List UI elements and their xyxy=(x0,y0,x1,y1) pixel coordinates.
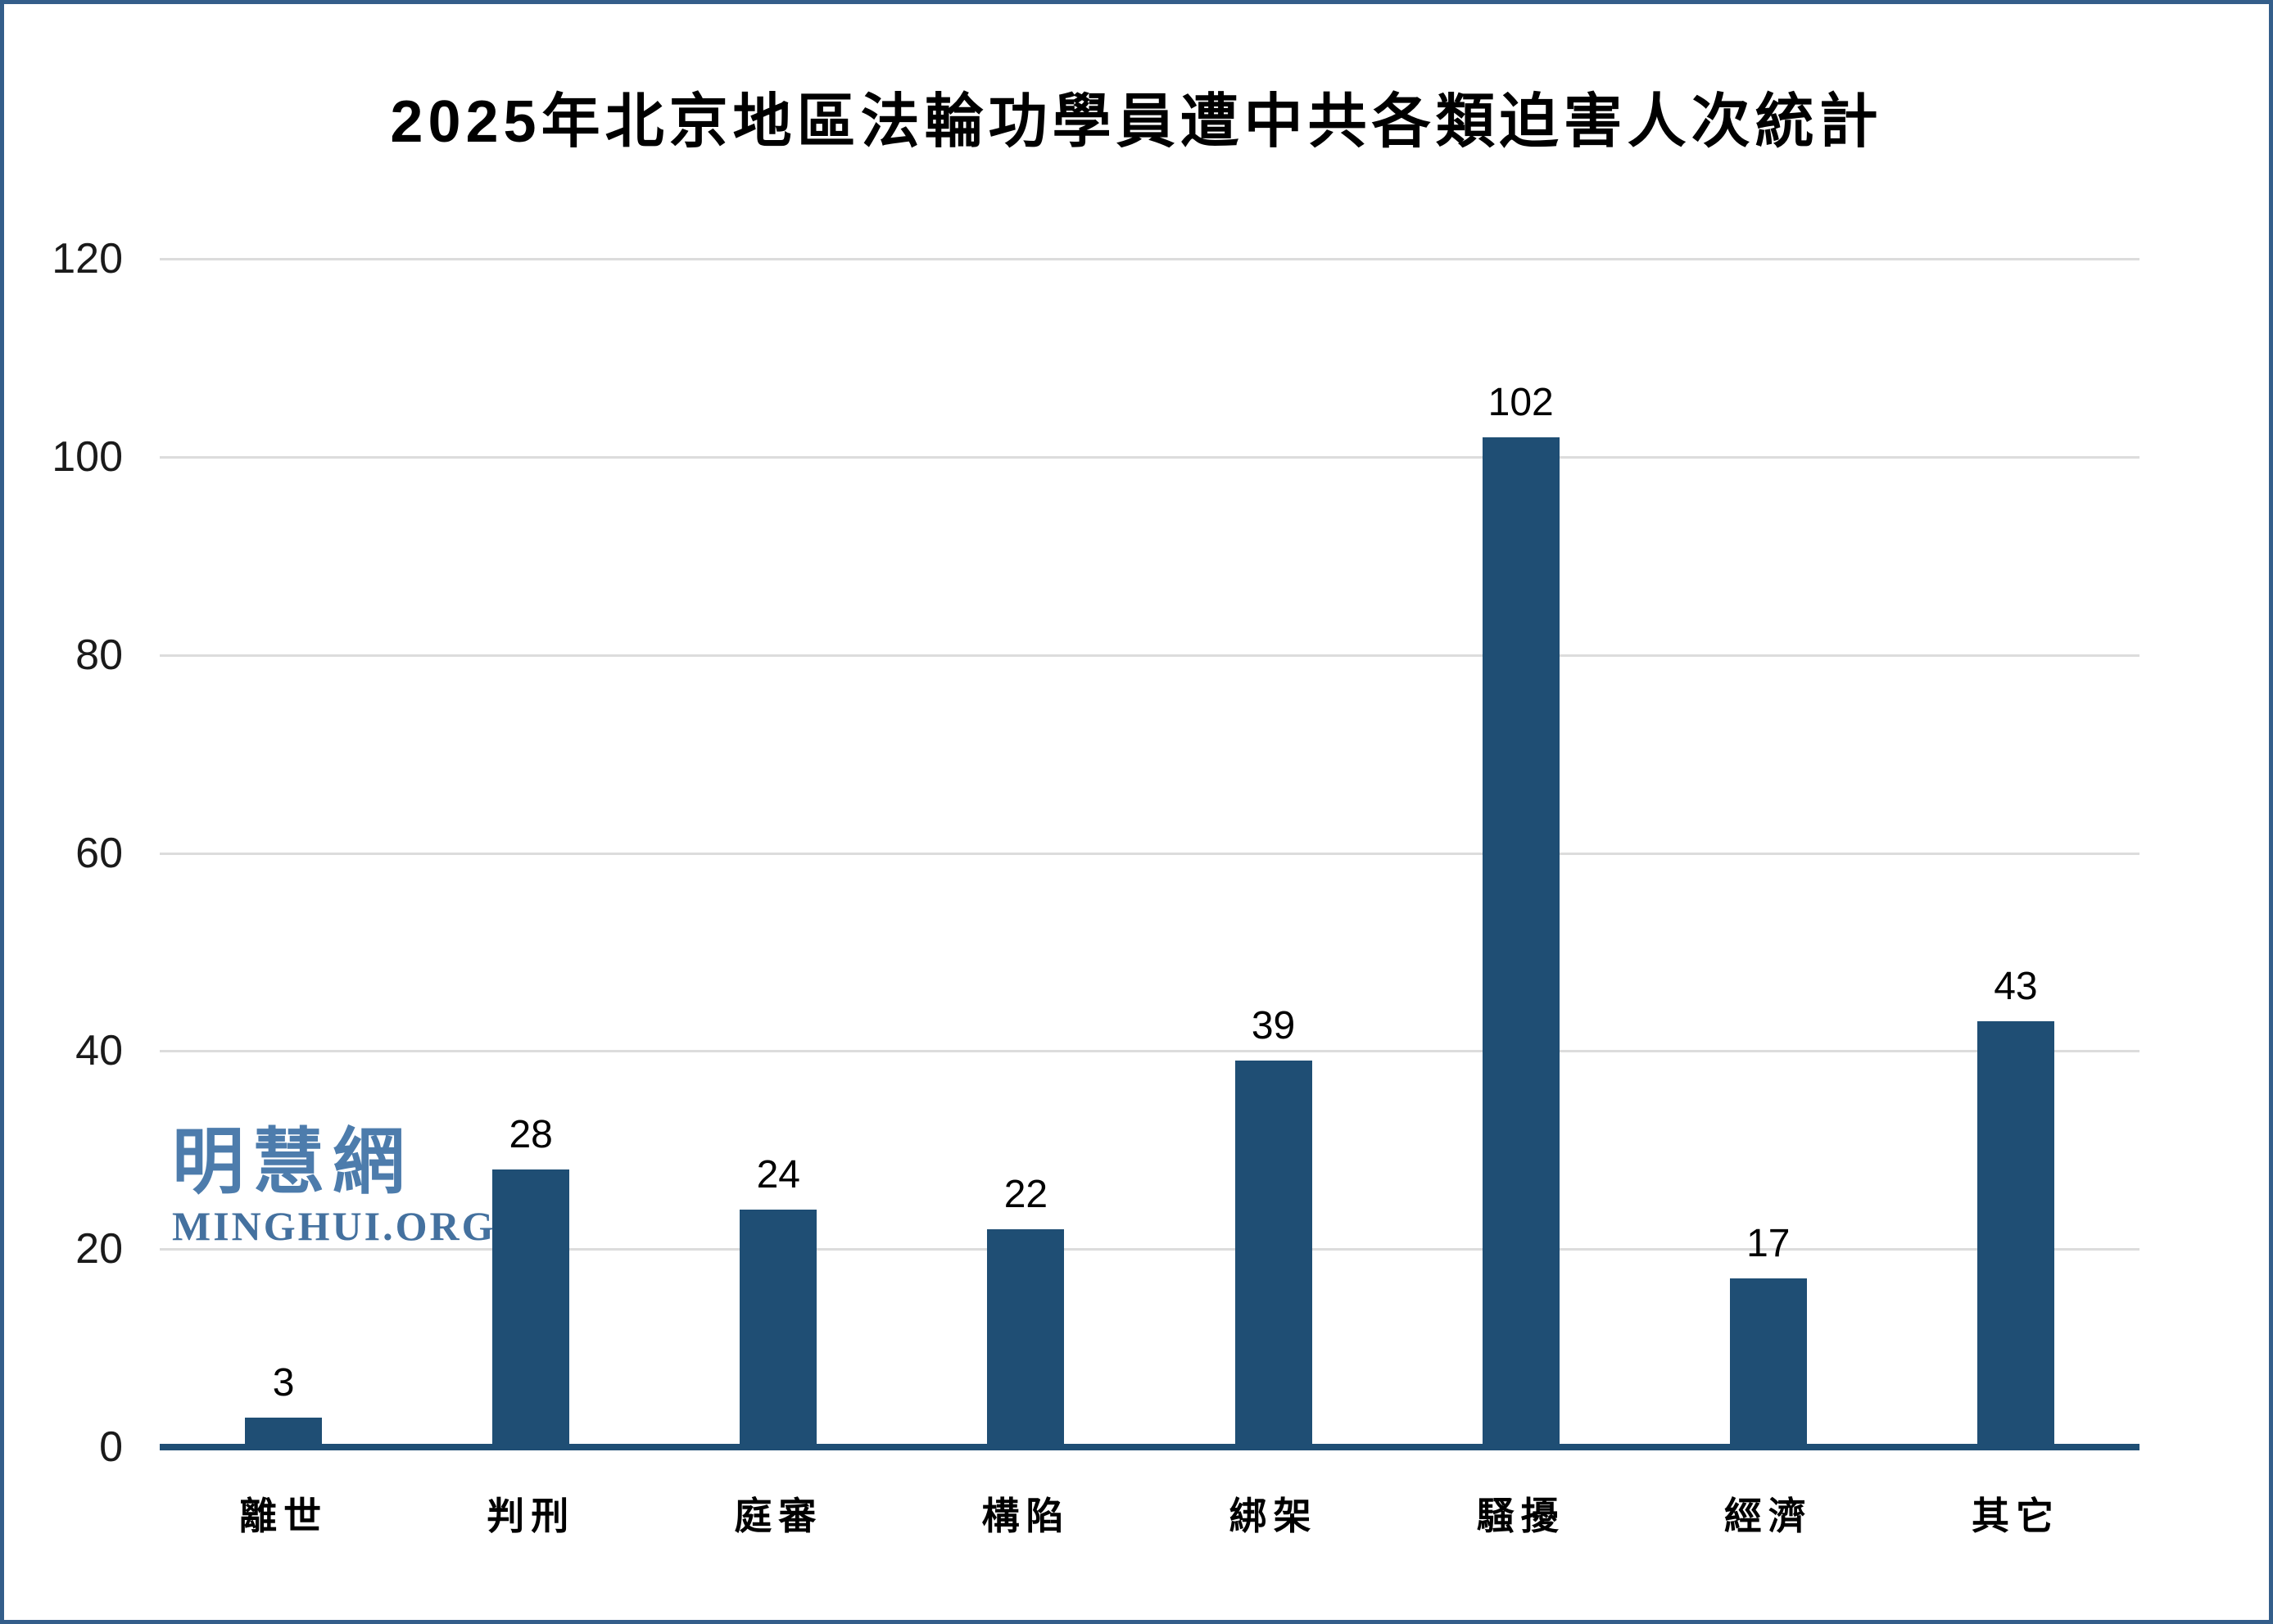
bar-column-7: 17 xyxy=(1645,259,1892,1447)
gridline-80 xyxy=(160,654,2139,657)
bar-value-label-其它: 43 xyxy=(1994,965,2038,1009)
watermark: 明慧網 MINGHUI.ORG xyxy=(172,1121,496,1249)
bar-column-2: 28 xyxy=(407,259,654,1447)
watermark-minghui-org: MINGHUI.ORG xyxy=(172,1203,496,1249)
y-axis-label-60: 60 xyxy=(75,829,123,877)
bar-綁架 xyxy=(1234,1061,1312,1447)
y-axis-label-40: 40 xyxy=(75,1027,123,1075)
bar-column-8: 43 xyxy=(1892,259,2139,1447)
bar-column-4: 22 xyxy=(902,259,1149,1447)
gridline-120 xyxy=(160,258,2139,260)
x-axis-line xyxy=(160,1444,2139,1450)
chart-title: 2025年北京地區法輪功學員遭中共各類迫害人次統計 xyxy=(390,89,1883,155)
gridline-100 xyxy=(160,455,2139,459)
watermark-minghui-cjk: 明慧網 xyxy=(172,1121,414,1202)
gridline-40 xyxy=(160,1050,2139,1053)
gridline-20 xyxy=(160,1248,2139,1251)
category-label-判刑: 判刑 xyxy=(487,1495,576,1537)
category-label-離世: 離世 xyxy=(239,1495,328,1537)
bar-庭審 xyxy=(740,1209,817,1447)
bar-value-label-庭審: 24 xyxy=(756,1152,800,1197)
bar-經濟 xyxy=(1729,1278,1807,1447)
bar-騷擾 xyxy=(1482,437,1560,1447)
bar-value-label-經濟: 17 xyxy=(1746,1222,1791,1266)
category-label-經濟: 經濟 xyxy=(1723,1495,1813,1537)
plot-area: 0 20 40 60 80 100 120 3 離世 28 判刑 24 庭審 22 構陷 39 綁架 102 騷擾 1… xyxy=(52,237,2139,1537)
y-axis-label-120: 120 xyxy=(52,235,123,283)
y-axis-label-100: 100 xyxy=(52,432,123,481)
category-label-構陷: 構陷 xyxy=(981,1495,1071,1537)
category-label-騷擾: 騷擾 xyxy=(1476,1495,1565,1537)
bar-value-label-離世: 3 xyxy=(272,1360,295,1405)
bar-column-1: 3 xyxy=(160,259,407,1447)
y-axis-label-0: 0 xyxy=(99,1423,123,1471)
category-label-其它: 其它 xyxy=(1971,1495,2060,1537)
y-axis-label-20: 20 xyxy=(75,1225,123,1273)
bar-value-label-綁架: 39 xyxy=(1251,1004,1296,1048)
bar-column-3: 24 xyxy=(654,259,902,1447)
bar-value-label-判刑: 28 xyxy=(509,1113,553,1157)
bar-value-label-騷擾: 102 xyxy=(1487,380,1554,424)
category-label-綁架: 綁架 xyxy=(1229,1495,1318,1537)
gridline-60 xyxy=(160,852,2139,855)
bar-column-6: 102 xyxy=(1397,259,1645,1447)
bar-column-5: 39 xyxy=(1150,259,1397,1447)
bar-其它 xyxy=(1976,1021,2054,1447)
category-label-庭審: 庭審 xyxy=(734,1495,823,1537)
bar-value-label-構陷: 22 xyxy=(1003,1172,1048,1216)
y-axis-label-80: 80 xyxy=(75,631,123,679)
bar-離世 xyxy=(245,1417,323,1447)
bar-構陷 xyxy=(987,1228,1065,1447)
bar-判刑 xyxy=(492,1169,570,1447)
